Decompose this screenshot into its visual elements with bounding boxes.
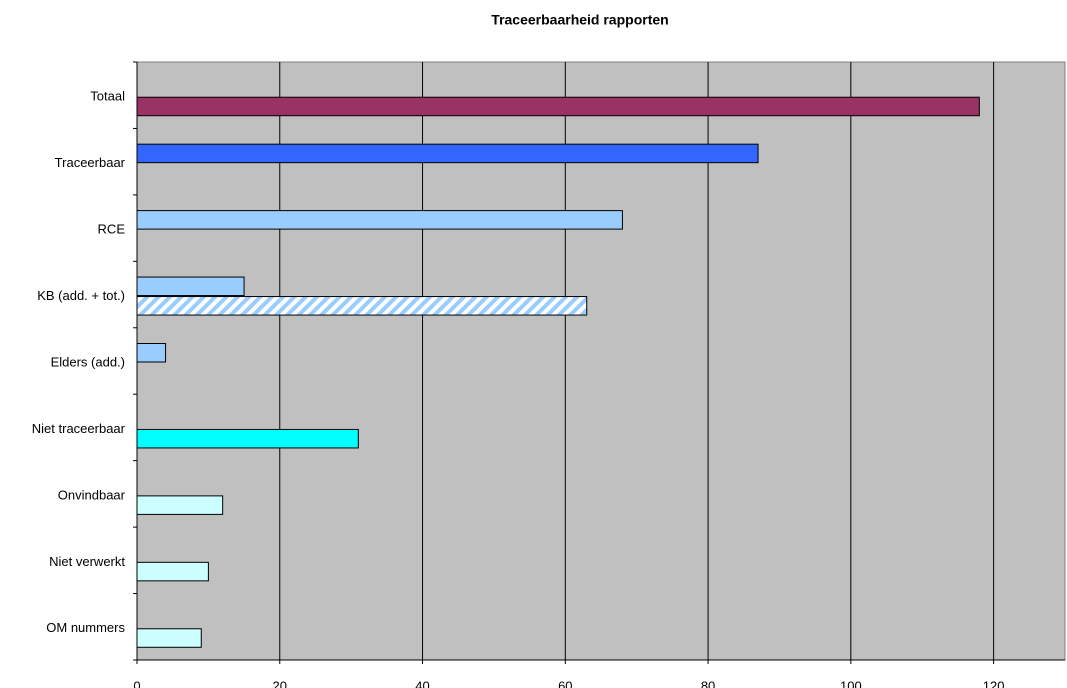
x-tick-label: 100 [840, 678, 862, 688]
y-tick-label: Niet traceerbaar [32, 421, 126, 436]
y-tick-label: Traceerbaar [55, 155, 126, 170]
x-tick-label: 40 [415, 678, 429, 688]
x-tick-label: 60 [558, 678, 572, 688]
x-tick-label: 0 [133, 678, 140, 688]
bar [136, 628, 202, 648]
x-tick-label: 20 [273, 678, 287, 688]
x-tick-label: 120 [983, 678, 1005, 688]
y-tick-label: Niet verwerkt [49, 554, 125, 569]
bar [136, 495, 224, 515]
bar [136, 276, 245, 297]
y-tick-label: RCE [98, 222, 126, 237]
chart-title: Traceerbaarheid rapporten [491, 12, 668, 28]
bar [136, 210, 623, 230]
bar [136, 428, 359, 449]
bar [136, 343, 167, 363]
bar [136, 296, 588, 316]
bar [136, 143, 759, 164]
x-tick-label: 80 [701, 678, 715, 688]
bar [136, 96, 980, 117]
bar [136, 561, 209, 582]
y-tick-label: Onvindbaar [58, 487, 126, 502]
y-tick-label: Elders (add.) [51, 354, 125, 369]
y-tick-label: Totaal [90, 89, 125, 104]
y-tick-label: OM nummers [46, 620, 125, 635]
y-tick-label: KB (add. + tot.) [37, 288, 125, 303]
